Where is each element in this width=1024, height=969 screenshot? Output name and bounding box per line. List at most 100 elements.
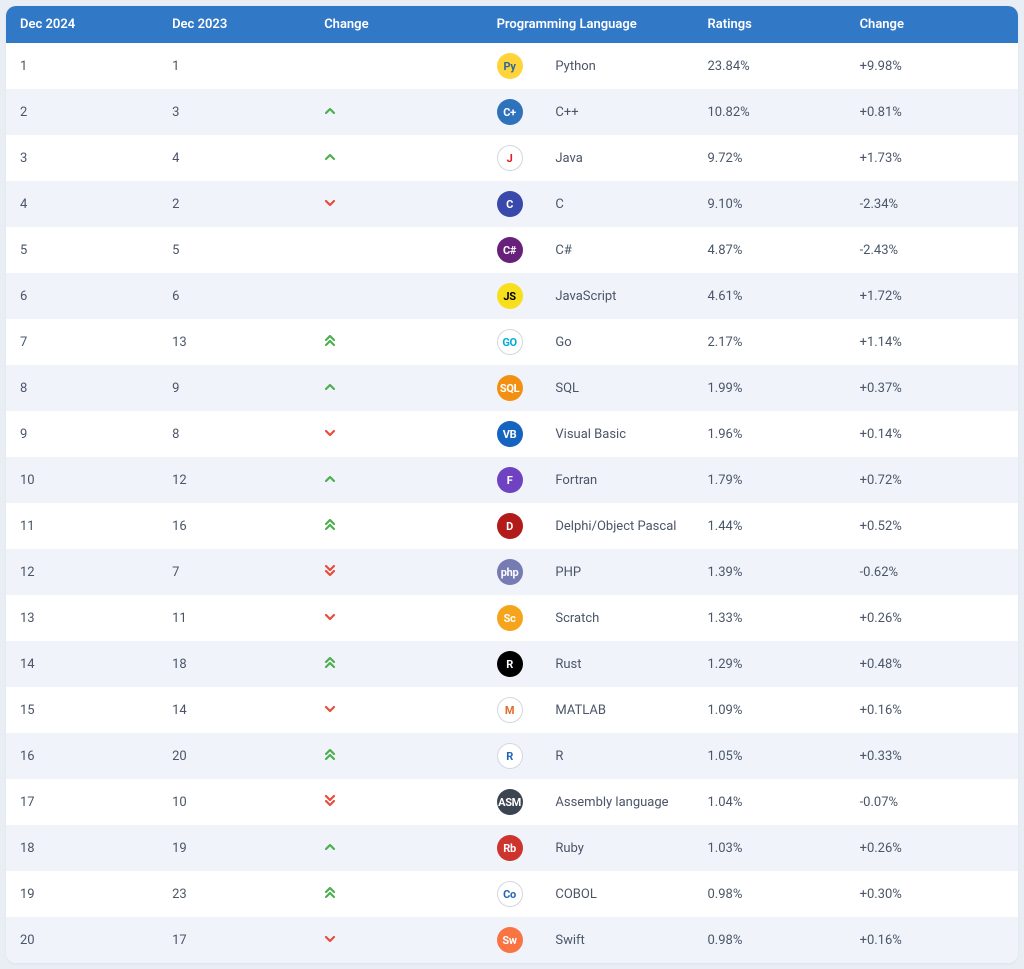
cell-trend	[310, 779, 482, 825]
cell-rank-prev: 4	[158, 135, 310, 181]
cell-trend	[310, 365, 482, 411]
language-icon: ASM	[497, 789, 523, 815]
language-icon: Co	[497, 881, 523, 907]
cell-trend	[310, 825, 482, 871]
cell-trend	[310, 319, 482, 365]
table-row[interactable]: 1923 CoCOBOL0.98%+0.30%	[6, 871, 1018, 917]
table-row[interactable]: 1710 ASMAssembly language1.04%-0.07%	[6, 779, 1018, 825]
table-row[interactable]: 1116 DDelphi/Object Pascal1.44%+0.52%	[6, 503, 1018, 549]
cell-trend	[310, 227, 482, 273]
double-chevron-up-icon	[324, 886, 336, 901]
col-header-delta[interactable]: Change	[846, 6, 1018, 43]
table-row[interactable]: 55C#C#4.87%-2.43%	[6, 227, 1018, 273]
table-row[interactable]: 23C+C++10.82%+0.81%	[6, 89, 1018, 135]
language-icon: F	[497, 467, 523, 493]
chevron-down-icon	[324, 198, 336, 210]
table-row[interactable]: 1311ScScratch1.33%+0.26%	[6, 595, 1018, 641]
cell-rank-now: 3	[6, 135, 158, 181]
cell-trend	[310, 549, 482, 595]
cell-rating: 1.79%	[693, 457, 845, 503]
table-row[interactable]: 1418 RRust1.29%+0.48%	[6, 641, 1018, 687]
cell-language-icon: Py	[483, 43, 542, 89]
cell-rank-prev: 8	[158, 411, 310, 457]
table-row[interactable]: 11PyPython23.84%+9.98%	[6, 43, 1018, 89]
cell-language-icon: D	[483, 503, 542, 549]
table-row[interactable]: 713 GOGo2.17%+1.14%	[6, 319, 1018, 365]
cell-delta: +0.52%	[846, 503, 1018, 549]
cell-rank-prev: 9	[158, 365, 310, 411]
cell-rank-prev: 11	[158, 595, 310, 641]
cell-rank-prev: 14	[158, 687, 310, 733]
table-row[interactable]: 127 phpPHP1.39%-0.62%	[6, 549, 1018, 595]
cell-language-name: C#	[541, 227, 693, 273]
cell-delta: +0.26%	[846, 595, 1018, 641]
cell-language-name: Ruby	[541, 825, 693, 871]
cell-trend	[310, 457, 482, 503]
cell-rank-now: 10	[6, 457, 158, 503]
cell-rank-prev: 16	[158, 503, 310, 549]
language-icon: J	[497, 145, 523, 171]
cell-rating: 1.03%	[693, 825, 845, 871]
cell-rank-now: 11	[6, 503, 158, 549]
col-header-language[interactable]: Programming Language	[483, 6, 694, 43]
double-chevron-up-icon	[324, 518, 336, 533]
cell-rank-now: 7	[6, 319, 158, 365]
cell-rank-prev: 19	[158, 825, 310, 871]
cell-language-icon: C	[483, 181, 542, 227]
cell-delta: +1.72%	[846, 273, 1018, 319]
cell-trend	[310, 595, 482, 641]
cell-delta: +0.14%	[846, 411, 1018, 457]
language-icon: JS	[497, 283, 523, 309]
double-chevron-up-icon	[324, 656, 336, 671]
language-icon: R	[497, 651, 523, 677]
chevron-down-icon	[324, 704, 336, 716]
language-icon: Rb	[497, 835, 523, 861]
cell-language-icon: M	[483, 687, 542, 733]
cell-rank-prev: 17	[158, 917, 310, 963]
cell-rank-prev: 7	[158, 549, 310, 595]
cell-language-icon: SQL	[483, 365, 542, 411]
table-row[interactable]: 1514MMATLAB1.09%+0.16%	[6, 687, 1018, 733]
cell-trend	[310, 641, 482, 687]
cell-trend	[310, 89, 482, 135]
cell-rank-now: 16	[6, 733, 158, 779]
cell-language-name: C++	[541, 89, 693, 135]
cell-rating: 9.10%	[693, 181, 845, 227]
cell-language-name: Java	[541, 135, 693, 181]
cell-language-name: COBOL	[541, 871, 693, 917]
cell-rank-now: 5	[6, 227, 158, 273]
col-header-rank-prev[interactable]: Dec 2023	[158, 6, 310, 43]
chevron-up-icon	[324, 152, 336, 164]
table-row[interactable]: 98VBVisual Basic1.96%+0.14%	[6, 411, 1018, 457]
cell-language-name: C	[541, 181, 693, 227]
table-row[interactable]: 42CC9.10%-2.34%	[6, 181, 1018, 227]
cell-rank-now: 18	[6, 825, 158, 871]
col-header-trend[interactable]: Change	[310, 6, 482, 43]
table-row[interactable]: 1620 RR1.05%+0.33%	[6, 733, 1018, 779]
cell-delta: +1.14%	[846, 319, 1018, 365]
table-row[interactable]: 66JSJavaScript4.61%+1.72%	[6, 273, 1018, 319]
cell-delta: -0.62%	[846, 549, 1018, 595]
cell-delta: +0.81%	[846, 89, 1018, 135]
cell-language-icon: C+	[483, 89, 542, 135]
cell-language-icon: JS	[483, 273, 542, 319]
table-row[interactable]: 1012FFortran1.79%+0.72%	[6, 457, 1018, 503]
cell-rank-prev: 1	[158, 43, 310, 89]
col-header-rank-now[interactable]: Dec 2024	[6, 6, 158, 43]
cell-rank-now: 9	[6, 411, 158, 457]
cell-rank-prev: 20	[158, 733, 310, 779]
cell-language-name: Rust	[541, 641, 693, 687]
table-row[interactable]: 1819RbRuby1.03%+0.26%	[6, 825, 1018, 871]
cell-trend	[310, 687, 482, 733]
cell-language-name: R	[541, 733, 693, 779]
table-row[interactable]: 34JJava9.72%+1.73%	[6, 135, 1018, 181]
cell-rank-now: 13	[6, 595, 158, 641]
cell-rank-prev: 5	[158, 227, 310, 273]
cell-rank-now: 17	[6, 779, 158, 825]
col-header-ratings[interactable]: Ratings	[693, 6, 845, 43]
table-row[interactable]: 89SQLSQL1.99%+0.37%	[6, 365, 1018, 411]
cell-rating: 0.98%	[693, 871, 845, 917]
chevron-up-icon	[324, 106, 336, 118]
cell-language-icon: Sw	[483, 917, 542, 963]
table-row[interactable]: 2017SwSwift0.98%+0.16%	[6, 917, 1018, 963]
